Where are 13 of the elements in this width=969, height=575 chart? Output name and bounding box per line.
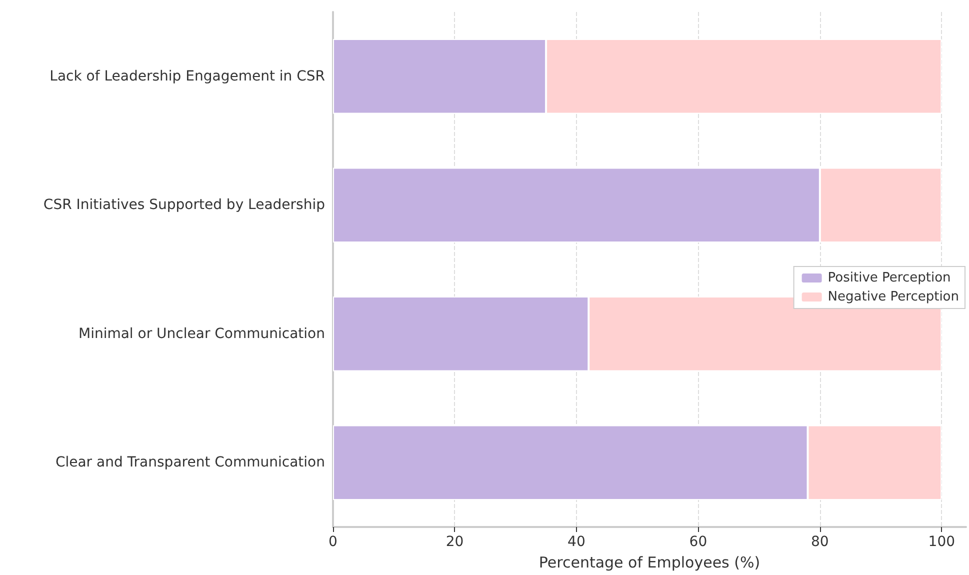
x-tick-label: 60 (689, 534, 708, 550)
legend-label: Negative Perception (828, 290, 960, 304)
x-tick-label: 80 (811, 534, 829, 550)
x-tick-label: 20 (446, 534, 464, 550)
y-tick-label: Minimal or Unclear Communication (78, 326, 325, 342)
legend-label: Positive Perception (828, 270, 951, 286)
y-tick-label: Lack of Leadership Engagement in CSR (50, 68, 326, 84)
y-tick-label: Clear and Transparent Communication (55, 454, 325, 471)
x-tick-label: 40 (568, 534, 586, 550)
x-tick-label: 100 (928, 534, 956, 550)
y-tick-label: CSR Initiatives Supported by Leadership (43, 197, 326, 214)
x-tick-label: 0 (328, 534, 338, 550)
x-axis-title: Percentage of Employees (%) (538, 554, 760, 572)
